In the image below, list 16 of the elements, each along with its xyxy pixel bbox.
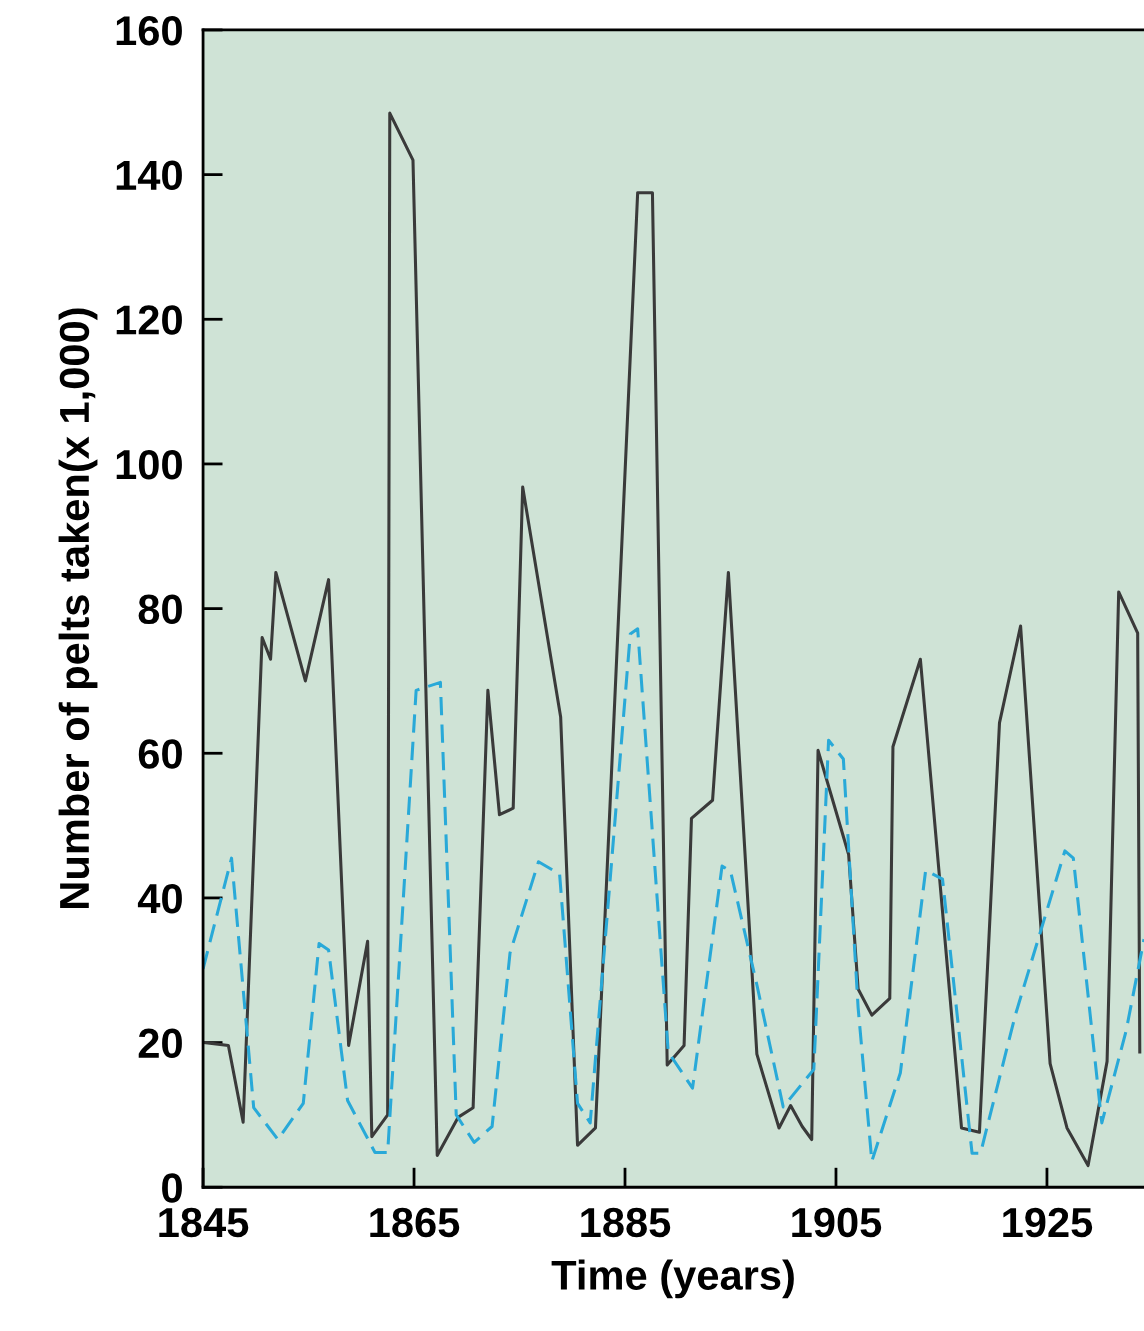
y-tick-label: 0	[162, 1173, 182, 1203]
y-tick-label: 40	[137, 883, 182, 914]
y-tick-label: 60	[138, 739, 182, 769]
x-axis-title: Time (years)	[551, 1259, 794, 1299]
y-tick-label: 80	[138, 594, 182, 625]
y-tick-label: 160	[116, 15, 182, 46]
y-tick-label: 120	[116, 305, 182, 335]
x-tick-label: 1925	[1003, 1207, 1093, 1238]
y-tick-label: 100	[116, 449, 182, 480]
x-tick-label: 1885	[581, 1207, 671, 1238]
x-tick-label: 1845	[159, 1207, 249, 1238]
y-tick-label: 20	[138, 1028, 182, 1059]
y-tick-label: 140	[116, 160, 182, 191]
x-tick-label: 1865	[370, 1207, 460, 1238]
x-tick-label: 1905	[792, 1207, 882, 1238]
y-axis-title: Number of pelts taken(x 1,000)	[58, 308, 98, 908]
